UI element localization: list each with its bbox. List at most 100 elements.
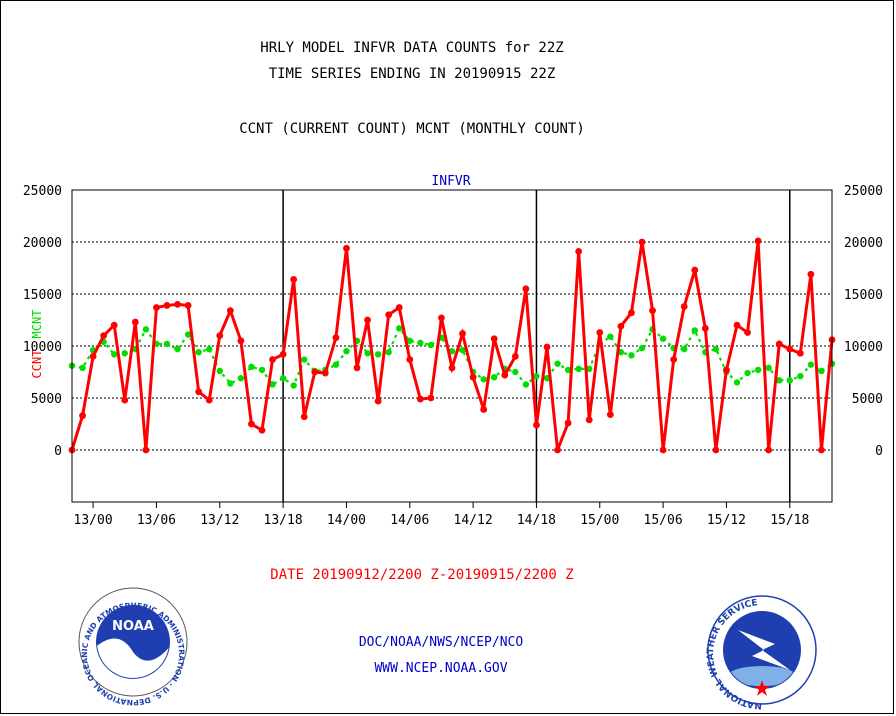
data-point-ccnt [163, 302, 171, 309]
data-point-mcnt [163, 340, 171, 348]
xtick-label: 14/18 [517, 513, 556, 528]
xtick-label: 14/12 [454, 513, 493, 528]
data-point-mcnt [406, 337, 413, 344]
title-line-1: HRLY MODEL INFVR DATA COUNTS for 22Z [260, 40, 563, 56]
data-point-ccnt [691, 266, 699, 274]
nws-star-icon [754, 680, 770, 696]
data-point-ccnt [511, 353, 519, 360]
data-point-mcnt [754, 366, 762, 374]
data-point-mcnt [480, 376, 487, 383]
ytick-label-left: 5000 [31, 392, 62, 407]
ytick-label-left: 20000 [23, 236, 62, 251]
data-point-ccnt [406, 356, 414, 363]
data-point-mcnt [744, 369, 751, 377]
data-point-ccnt [585, 416, 593, 424]
data-point-ccnt [269, 356, 276, 363]
data-point-ccnt [818, 446, 825, 454]
xtick-label: 15/00 [580, 513, 619, 528]
xtick-label: 13/12 [200, 513, 239, 528]
data-point-mcnt [818, 367, 825, 375]
data-point-mcnt [195, 349, 202, 356]
data-point-mcnt [206, 345, 213, 353]
data-point-mcnt [374, 351, 382, 358]
data-point-ccnt [237, 337, 245, 345]
data-point-ccnt [807, 270, 815, 278]
data-point-ccnt [216, 332, 224, 339]
data-point-ccnt [142, 446, 150, 454]
data-point-mcnt [290, 382, 297, 389]
data-point-mcnt [659, 335, 667, 342]
data-point-ccnt [765, 446, 773, 454]
data-point-ccnt [258, 426, 266, 434]
ytick-label-right: 20000 [844, 236, 883, 251]
data-point-mcnt [776, 377, 783, 384]
data-point-ccnt [353, 364, 361, 372]
data-point-mcnt [607, 333, 614, 340]
data-point-ccnt [754, 237, 762, 245]
data-point-ccnt [649, 307, 656, 315]
data-point-mcnt [258, 366, 266, 374]
data-point-mcnt [575, 365, 582, 373]
xtick-label: 14/06 [390, 513, 429, 528]
data-point-mcnt [396, 325, 403, 332]
ytick-label-left: 15000 [23, 288, 62, 303]
ytick-label-left: 25000 [23, 184, 62, 199]
data-point-ccnt [543, 343, 551, 351]
grid-layer [72, 189, 832, 502]
data-point-mcnt [681, 345, 688, 353]
data-point-ccnt [617, 322, 625, 330]
data-point-mcnt [364, 350, 371, 357]
ytick-label-right: 5000 [852, 392, 883, 407]
data-point-mcnt [142, 326, 150, 333]
data-point-mcnt [79, 364, 86, 372]
data-point-mcnt [301, 356, 308, 363]
url-label: WWW.NCEP.NOAA.GOV [374, 661, 507, 676]
data-point-ccnt [480, 406, 488, 413]
data-point-ccnt [364, 316, 371, 324]
data-point-mcnt [121, 350, 128, 357]
title-line-2: TIME SERIES ENDING IN 20190915 22Z [269, 66, 556, 82]
data-point-ccnt [522, 285, 530, 293]
xtick-label: 14/00 [327, 513, 366, 528]
data-point-mcnt [459, 346, 466, 354]
xtick-label: 15/12 [707, 513, 746, 528]
data-point-ccnt [153, 304, 160, 311]
data-point-mcnt [227, 380, 234, 387]
data-point-mcnt [111, 351, 118, 358]
data-point-ccnt [79, 412, 86, 420]
data-point-mcnt [385, 349, 392, 356]
ylabel-ccnt: CCNT [30, 350, 44, 379]
tick-layer: 0 0 5000 5000 10000 10000 15000 15000 20000 20000… [23, 184, 883, 528]
ytick-label-left: 0 [54, 444, 62, 459]
data-point-ccnt [131, 318, 139, 326]
data-point-ccnt [300, 413, 308, 421]
data-point-ccnt [174, 301, 181, 308]
data-point-ccnt [733, 321, 741, 329]
data-point-ccnt [659, 446, 667, 454]
data-point-ccnt [680, 303, 688, 310]
data-point-ccnt [701, 324, 709, 332]
nws-logo: NATIONAL WEATHER SERVICE [706, 595, 817, 710]
ytick-label-left: 10000 [23, 340, 62, 355]
data-point-ccnt [121, 396, 129, 404]
data-point-ccnt [374, 397, 382, 405]
data-point-mcnt [427, 341, 435, 349]
noaa-logo-name: NOAA [112, 619, 154, 634]
data-point-ccnt [712, 446, 720, 454]
data-point-ccnt [89, 353, 97, 360]
data-point-mcnt [448, 348, 456, 355]
data-point-ccnt [427, 394, 435, 402]
ytick-label-right: 10000 [844, 340, 883, 355]
data-point-ccnt [395, 304, 403, 311]
xtick-label: 13/00 [74, 513, 113, 528]
data-point-mcnt [638, 344, 646, 352]
ylabel-mcnt: MCNT [30, 310, 44, 339]
data-point-ccnt [596, 329, 604, 336]
series-layer [68, 237, 836, 454]
data-point-ccnt [332, 334, 340, 342]
data-point-ccnt [226, 307, 234, 315]
data-point-ccnt [385, 311, 393, 319]
data-point-mcnt [807, 361, 815, 368]
